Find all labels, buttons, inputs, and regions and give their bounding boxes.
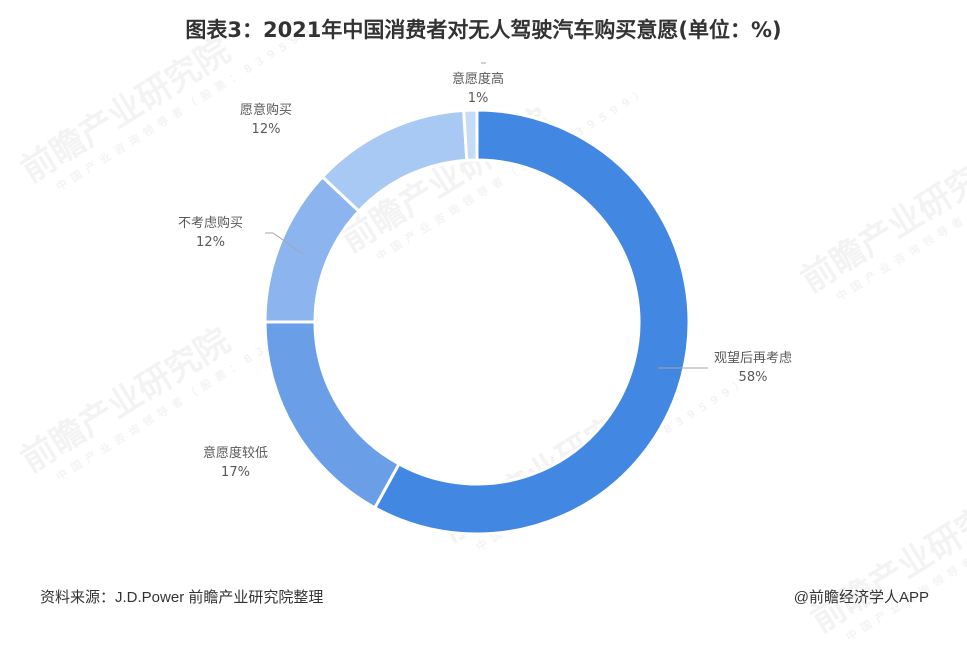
donut-segment <box>320 108 469 214</box>
label-value: 58% <box>738 370 768 385</box>
credit-note: @前瞻经济学人APP <box>793 589 929 606</box>
label-name: 观望后再考虑 <box>714 351 793 366</box>
label-name: 不考虑购买 <box>178 216 244 231</box>
data-label-not-considering: 不考虑购买 12% <box>178 214 243 252</box>
label-name: 愿意购买 <box>240 103 293 118</box>
data-label-wait-and-see: 观望后再考虑 58% <box>714 349 792 387</box>
leader-line <box>265 232 304 255</box>
chart-title: 图表3：2021年中国消费者对无人驾驶汽车购买意愿(单位：%) <box>185 18 782 42</box>
label-value: 17% <box>221 465 250 480</box>
donut-segment <box>263 320 401 510</box>
donut-segment <box>372 108 691 536</box>
label-value: 1% <box>467 91 489 106</box>
data-label-high-willingness: 意愿度高 1% <box>452 70 504 108</box>
label-value: 12% <box>196 235 225 250</box>
label-name: 意愿度高 <box>452 72 505 87</box>
leader-lines <box>265 62 708 369</box>
label-name: 意愿度较低 <box>203 446 269 461</box>
data-label-low-willingness: 意愿度较低 17% <box>203 444 268 482</box>
source-note: 资料来源：J.D.Power 前瞻产业研究院整理 <box>40 589 324 606</box>
donut-segments <box>263 108 691 536</box>
label-value: 12% <box>251 122 281 137</box>
donut-segment <box>462 108 479 162</box>
data-label-willing: 愿意购买 12% <box>240 101 292 139</box>
